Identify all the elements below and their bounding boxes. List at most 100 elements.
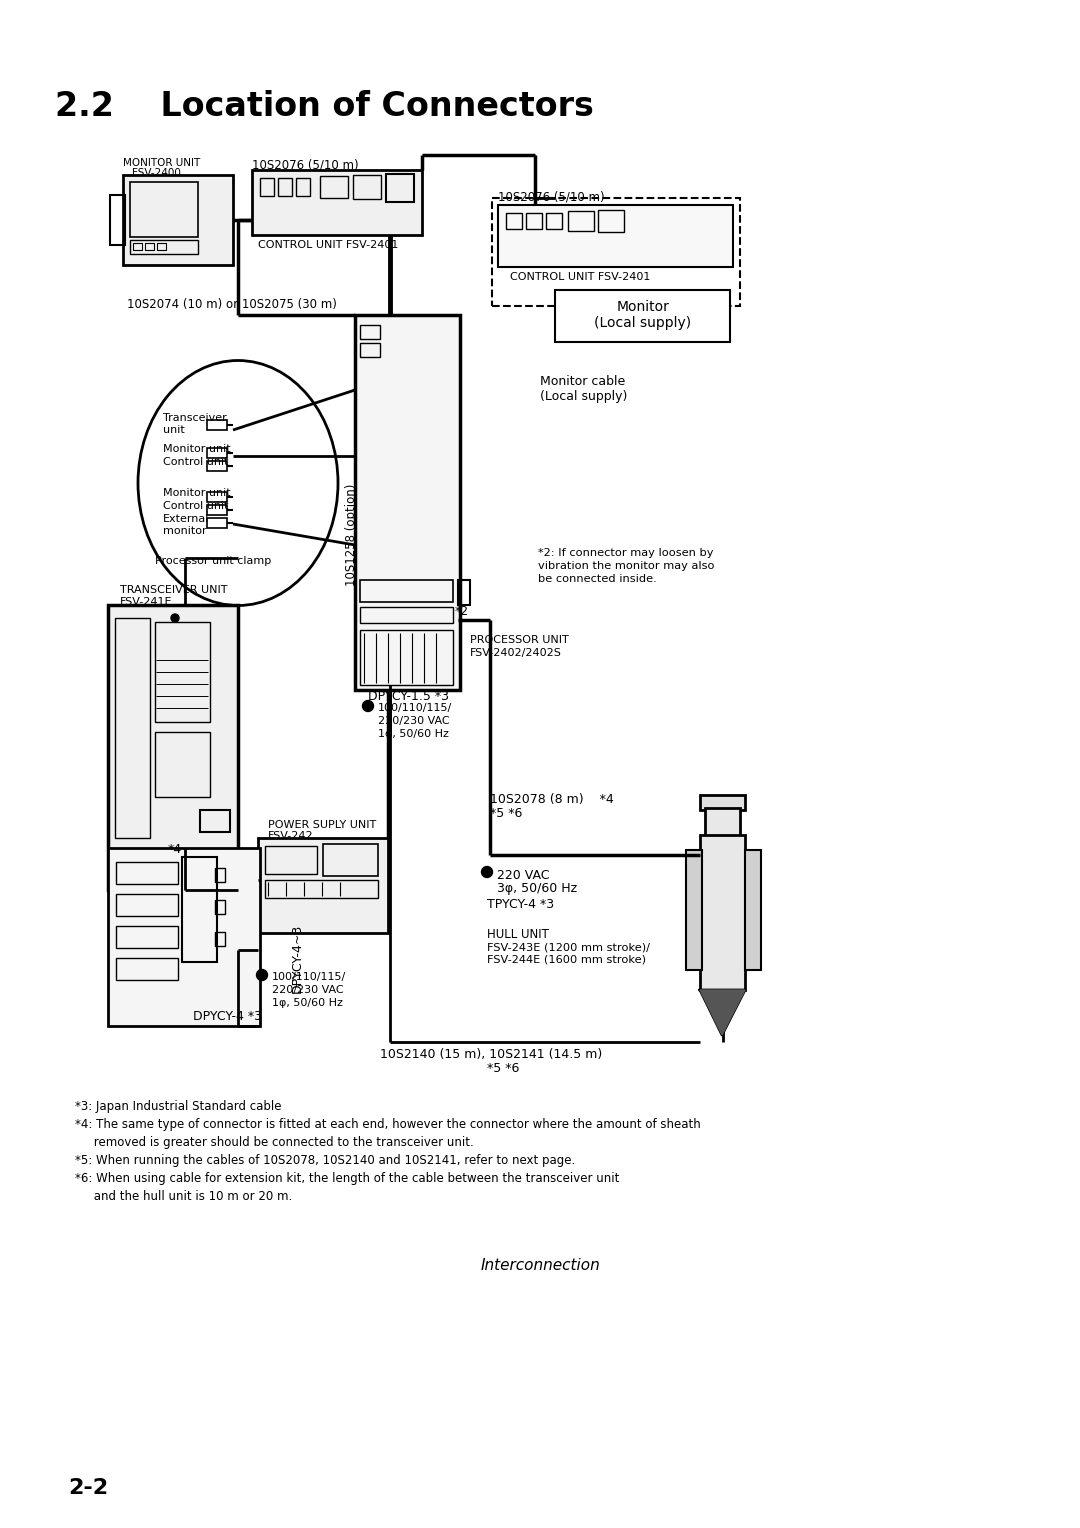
Text: FSV-244E (1600 mm stroke): FSV-244E (1600 mm stroke): [487, 955, 646, 966]
Text: MONITOR UNIT: MONITOR UNIT: [123, 157, 200, 168]
Bar: [207, 518, 227, 529]
Bar: [360, 342, 380, 358]
Bar: [114, 617, 150, 837]
Text: and the hull unit is 10 m or 20 m.: and the hull unit is 10 m or 20 m.: [75, 1190, 293, 1203]
Bar: [123, 176, 233, 264]
Text: DPYCY-4 *3: DPYCY-4 *3: [193, 1010, 262, 1024]
Bar: [215, 932, 225, 946]
Text: 2.2    Location of Connectors: 2.2 Location of Connectors: [55, 90, 594, 122]
Text: 10S2076 (5/10 m): 10S2076 (5/10 m): [498, 189, 605, 203]
Text: CONTROL UNIT FSV-2401: CONTROL UNIT FSV-2401: [510, 272, 650, 283]
Bar: [700, 795, 745, 810]
Bar: [745, 850, 761, 970]
Text: FSV-242: FSV-242: [268, 831, 313, 840]
Text: DPYCY-1.5 *3: DPYCY-1.5 *3: [368, 691, 449, 703]
Text: 10S2140 (15 m), 10S2141 (14.5 m): 10S2140 (15 m), 10S2141 (14.5 m): [380, 1048, 603, 1060]
Bar: [133, 243, 141, 251]
Text: 220 VAC: 220 VAC: [497, 869, 550, 882]
Bar: [507, 212, 522, 229]
Bar: [116, 926, 178, 947]
Text: 10S2076 (5/10 m): 10S2076 (5/10 m): [252, 157, 359, 171]
Bar: [130, 182, 198, 237]
Text: Interconnection: Interconnection: [481, 1258, 599, 1273]
Text: FSV-241E: FSV-241E: [120, 597, 173, 607]
Text: be connected inside.: be connected inside.: [538, 575, 657, 584]
Text: FSV-2402/2402S: FSV-2402/2402S: [470, 648, 562, 659]
Text: Transceiver: Transceiver: [163, 413, 227, 423]
Bar: [260, 177, 274, 196]
Bar: [555, 290, 730, 342]
Text: 100/110/115/: 100/110/115/: [272, 972, 347, 983]
Text: FSV-2400: FSV-2400: [132, 168, 180, 177]
Bar: [110, 196, 125, 244]
Bar: [207, 504, 227, 515]
Text: 10S1258 (option): 10S1258 (option): [346, 484, 359, 587]
Bar: [705, 808, 740, 837]
Text: *3: Japan Industrial Standard cable: *3: Japan Industrial Standard cable: [75, 1100, 282, 1112]
Bar: [207, 492, 227, 503]
Bar: [353, 176, 381, 199]
Text: 10S2074 (10 m) or 10S2075 (30 m): 10S2074 (10 m) or 10S2075 (30 m): [127, 298, 337, 312]
Bar: [207, 461, 227, 471]
Text: *2: If connector may loosen by: *2: If connector may loosen by: [538, 549, 714, 558]
Bar: [207, 420, 227, 429]
Bar: [252, 170, 422, 235]
Bar: [568, 211, 594, 231]
Bar: [156, 622, 210, 723]
Bar: [320, 176, 348, 199]
Bar: [360, 607, 453, 623]
Bar: [116, 862, 178, 885]
Bar: [360, 325, 380, 339]
Text: *2: *2: [455, 605, 469, 617]
Bar: [526, 212, 542, 229]
Text: Monitor unit: Monitor unit: [163, 445, 231, 454]
Circle shape: [257, 969, 268, 981]
Bar: [183, 857, 217, 963]
Bar: [157, 243, 166, 251]
Bar: [207, 448, 227, 458]
Bar: [458, 581, 470, 605]
Text: HULL UNIT: HULL UNIT: [487, 927, 549, 941]
Text: Processor unit clamp: Processor unit clamp: [156, 556, 271, 565]
Bar: [200, 810, 230, 833]
Bar: [108, 848, 260, 1025]
Bar: [498, 205, 733, 267]
Text: *4: The same type of connector is fitted at each end, however the connector wher: *4: The same type of connector is fitted…: [75, 1118, 701, 1131]
Bar: [492, 199, 740, 306]
Text: (Local supply): (Local supply): [594, 316, 691, 330]
Bar: [686, 850, 702, 970]
Text: 10S2078 (8 m)    *4: 10S2078 (8 m) *4: [490, 793, 613, 805]
Bar: [265, 847, 318, 874]
Text: *5 *6: *5 *6: [490, 807, 523, 821]
Text: monitor: monitor: [163, 526, 206, 536]
Text: PROCESSOR UNIT: PROCESSOR UNIT: [470, 636, 569, 645]
Text: vibration the monitor may also: vibration the monitor may also: [538, 561, 715, 571]
Text: *5 *6: *5 *6: [487, 1062, 519, 1076]
Text: Control unit: Control unit: [163, 457, 229, 468]
Circle shape: [363, 700, 374, 712]
Bar: [116, 894, 178, 915]
Bar: [360, 581, 453, 602]
Bar: [386, 174, 414, 202]
Text: unit: unit: [163, 425, 185, 435]
Bar: [360, 630, 453, 685]
Text: *4: *4: [168, 843, 183, 856]
Polygon shape: [700, 990, 745, 1034]
Text: 1φ, 50/60 Hz: 1φ, 50/60 Hz: [378, 729, 449, 740]
Text: CONTROL UNIT FSV-2401: CONTROL UNIT FSV-2401: [258, 240, 399, 251]
Text: 220/230 VAC: 220/230 VAC: [378, 717, 449, 726]
Bar: [130, 240, 198, 254]
Bar: [278, 177, 292, 196]
Text: TPYCY-4 *3: TPYCY-4 *3: [487, 898, 554, 911]
Text: *6: When using cable for extension kit, the length of the cable between the tran: *6: When using cable for extension kit, …: [75, 1172, 619, 1186]
Bar: [116, 958, 178, 979]
Text: (Local supply): (Local supply): [540, 390, 627, 403]
Text: 2-2: 2-2: [68, 1478, 108, 1497]
Text: Control unit: Control unit: [163, 501, 229, 510]
Bar: [156, 732, 210, 798]
Text: Monitor unit: Monitor unit: [163, 487, 231, 498]
Text: TRANSCEIVER UNIT: TRANSCEIVER UNIT: [120, 585, 228, 594]
Text: POWER SUPLY UNIT: POWER SUPLY UNIT: [268, 821, 376, 830]
Bar: [546, 212, 562, 229]
Bar: [355, 315, 460, 691]
